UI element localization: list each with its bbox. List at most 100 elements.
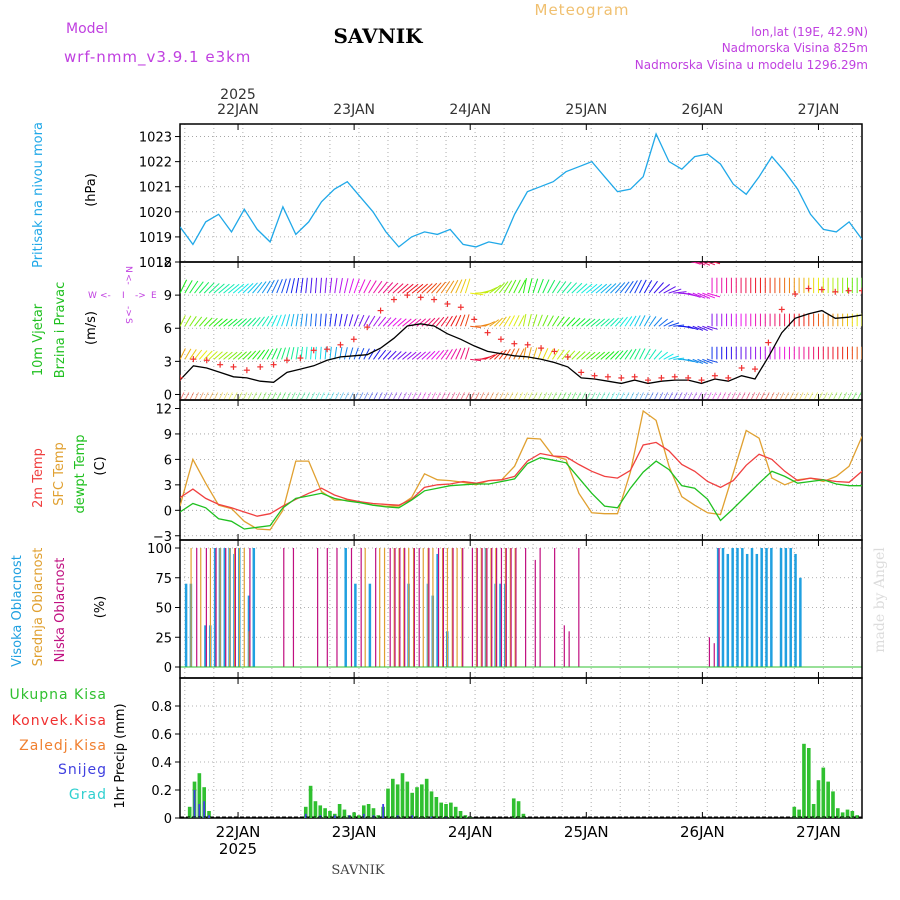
wind-arrow <box>528 245 532 260</box>
wind-arrow <box>561 316 571 327</box>
bottom-day-label: 23JAN <box>332 823 377 841</box>
high-cloud-bar <box>765 548 768 667</box>
low-cloud-bar <box>525 548 527 667</box>
precip-total-bar <box>511 798 516 818</box>
wind-arrow <box>634 279 642 294</box>
temp-label-sfc: SFC Temp <box>52 442 67 506</box>
mid-cloud-bar <box>504 548 507 667</box>
precip-total-bar <box>802 743 806 818</box>
ytick-label: 0 <box>164 812 172 827</box>
wind-arrow <box>552 280 561 294</box>
mid-cloud-bar <box>451 548 453 667</box>
precip-snow-bar <box>333 815 336 818</box>
wind-arrow-low <box>320 392 325 400</box>
wind-arrow <box>218 318 228 327</box>
wind-arrow <box>619 281 630 294</box>
wind-arrow <box>692 262 701 265</box>
wind-arrow <box>223 318 233 327</box>
wind-arrow <box>538 246 543 260</box>
precip-total-bar <box>318 805 323 818</box>
precip-total-bar <box>845 809 850 818</box>
wind-arrow <box>194 349 203 360</box>
wind-arrow <box>185 247 192 260</box>
wind-arrow <box>348 314 354 327</box>
wind-arrow <box>329 346 332 360</box>
wind-arrow-low <box>189 392 195 400</box>
wind-arrow <box>267 247 274 260</box>
low-cloud-bar <box>249 548 251 667</box>
wind-arrow-low <box>547 392 553 400</box>
wind-arrow-low <box>610 392 615 400</box>
wind-arrow <box>252 350 261 360</box>
precip-total-bar <box>797 809 801 818</box>
precip-total-bar <box>328 811 332 818</box>
wind-arrow <box>610 250 620 260</box>
wind-arrow <box>324 277 327 294</box>
wind-arrow <box>203 317 213 327</box>
wind-arrow <box>605 283 617 294</box>
location-title: SAVNIK <box>333 24 423 48</box>
compass-west-arrow: <- <box>100 291 111 301</box>
wind-arrow <box>464 314 470 327</box>
wind-arrow <box>503 280 513 294</box>
wind-arrow <box>547 348 554 360</box>
wind-arrow <box>460 347 466 360</box>
precip-total-bar <box>792 806 797 818</box>
wind-arrow <box>208 351 218 360</box>
precip-total-bar <box>303 806 308 818</box>
wind-arrow <box>180 279 188 294</box>
wind-arrow <box>581 283 593 294</box>
wind-arrow <box>213 283 225 294</box>
precip-total-bar <box>400 773 405 818</box>
wind-arrow <box>397 283 409 294</box>
wind-arrow-low <box>194 392 199 400</box>
low-cloud-bar <box>486 548 488 667</box>
wind-arrow <box>629 348 637 360</box>
precip-snow-bar <box>362 813 365 818</box>
wind-arrow <box>195 249 204 260</box>
wind-arrow-low <box>586 392 591 400</box>
wind-arrow <box>649 248 657 260</box>
wind-arrow <box>445 280 455 294</box>
ytick-label: 1023 <box>139 131 172 146</box>
wind-arrow <box>369 247 377 260</box>
wind-arrow <box>561 281 572 294</box>
low-cloud-bar <box>428 548 430 667</box>
wind-arrow <box>411 351 422 360</box>
wind-arrow <box>702 292 716 299</box>
pressure-series <box>180 132 862 248</box>
wind-arrow-low <box>184 392 190 400</box>
precip-total-bar <box>197 773 202 818</box>
model-label: Model <box>66 21 108 37</box>
wind-arrow-low <box>697 392 702 400</box>
precip-snow-bar <box>193 790 196 818</box>
wind-arrow <box>261 349 270 360</box>
wind-arrow <box>639 348 646 360</box>
wind-arrow-low <box>624 392 630 400</box>
low-cloud-bar <box>399 548 401 667</box>
wind-arrow <box>614 282 626 294</box>
wind-arrow-low <box>561 392 567 400</box>
wind-arrow <box>189 349 197 360</box>
wind-arrow <box>456 246 462 260</box>
wind-arrow-low <box>232 392 238 400</box>
mid-cloud-bar <box>219 548 221 667</box>
wind-arrow <box>296 245 299 260</box>
wind-arrow <box>247 282 258 294</box>
mid-cloud-bar <box>398 548 400 667</box>
wind-arrow <box>610 282 621 294</box>
wind-arrow <box>543 246 549 260</box>
wind-arrow <box>523 245 526 260</box>
wind-arrow-low <box>832 392 838 400</box>
wind-arrow <box>547 315 554 327</box>
wind-arrow <box>417 251 428 260</box>
high-cloud-bar <box>499 583 502 667</box>
precip-snow-bar <box>208 815 210 818</box>
wind-arrow <box>692 325 704 331</box>
mid-cloud-bar <box>427 548 429 667</box>
wind-arrow <box>692 358 704 364</box>
wind-arrow-low <box>213 392 219 400</box>
wind-arrow <box>508 348 516 360</box>
wind-arrow-low <box>818 392 823 400</box>
